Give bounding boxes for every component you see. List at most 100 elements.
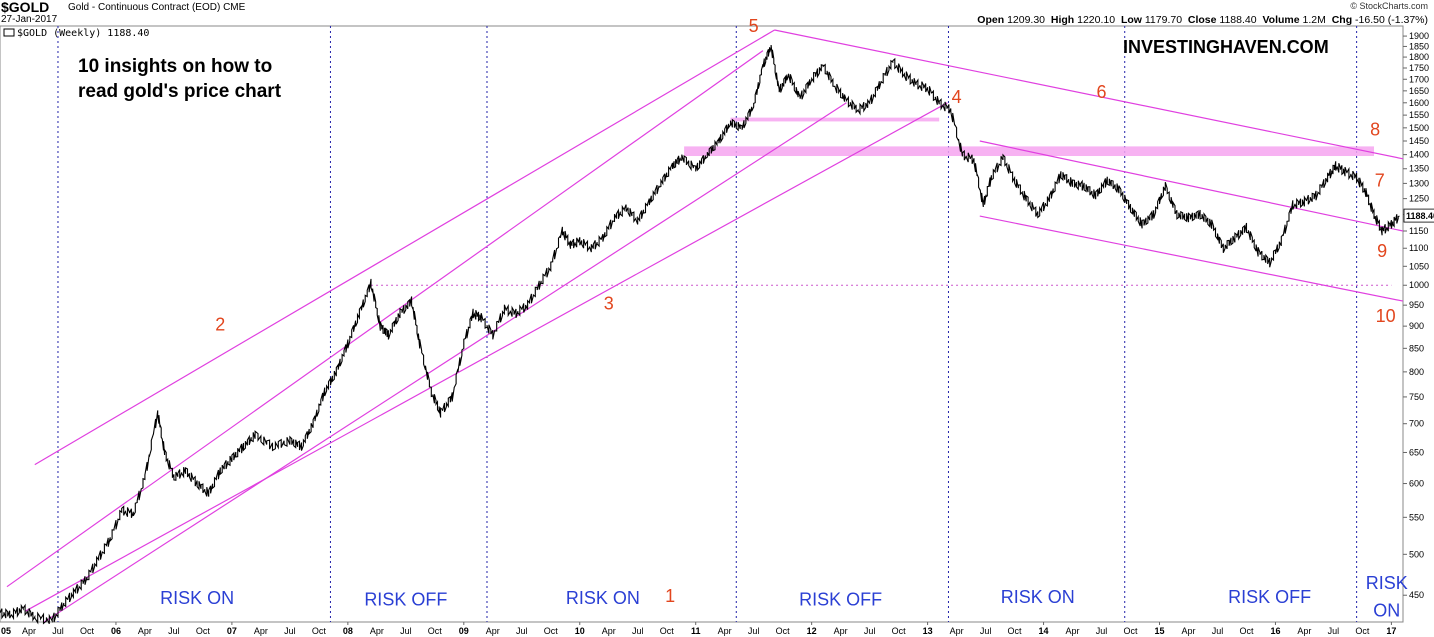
y-tick-label: 1300 <box>1409 178 1429 188</box>
volume-value: 1.2M <box>1302 14 1326 26</box>
y-tick-label: 1850 <box>1409 41 1429 51</box>
chart-date: 27-Jan-2017 <box>1 14 58 25</box>
y-tick-label: 1500 <box>1409 123 1429 133</box>
y-tick-label: 1350 <box>1409 164 1429 174</box>
x-tick-label-month: Apr <box>718 626 732 636</box>
y-tick-label: 850 <box>1409 343 1424 353</box>
annotation-number: 1 <box>665 586 675 606</box>
x-tick-label-year: 08 <box>343 626 353 636</box>
trend-channel-line <box>6 50 764 588</box>
y-tick-label: 1400 <box>1409 150 1429 160</box>
x-tick-label-year: 07 <box>227 626 237 636</box>
last-value-label: 1188.40 <box>1406 211 1434 221</box>
x-tick-label-month: Oct <box>80 626 95 636</box>
y-tick-label: 500 <box>1409 549 1424 559</box>
quote-stats: Open 1209.30 High 1220.10 Low 1179.70 Cl… <box>977 14 1428 26</box>
x-tick-label-year: 06 <box>111 626 121 636</box>
x-tick-label-month: Apr <box>254 626 268 636</box>
x-tick-label-year: 10 <box>575 626 585 636</box>
y-tick-label: 1550 <box>1409 110 1429 120</box>
trend-channel-line <box>34 29 775 466</box>
legend-label: $GOLD (Weekly) 1188.40 <box>17 28 149 39</box>
x-tick-label-month: Apr <box>1297 626 1311 636</box>
y-tick-label: 800 <box>1409 367 1424 377</box>
x-tick-label-month: Apr <box>1181 626 1195 636</box>
regime-label: ON <box>1373 600 1400 620</box>
regime-label: RISK <box>1366 573 1408 593</box>
x-tick-label-month: Oct <box>1124 626 1139 636</box>
y-tick-label: 1450 <box>1409 136 1429 146</box>
regime-label: RISK ON <box>566 588 640 608</box>
x-tick-label-month: Oct <box>1008 626 1023 636</box>
resistance-band <box>730 117 940 122</box>
y-tick-label: 700 <box>1409 419 1424 429</box>
y-tick-label: 1600 <box>1409 98 1429 108</box>
y-tick-label: 450 <box>1409 590 1424 600</box>
y-tick-label: 1800 <box>1409 52 1429 62</box>
annotation-number: 10 <box>1376 306 1396 326</box>
x-tick-label-year: 16 <box>1270 626 1280 636</box>
x-tick-label-year: 17 <box>1386 626 1396 636</box>
close-value: 1188.40 <box>1219 14 1257 26</box>
x-tick-label-month: Oct <box>544 626 559 636</box>
trend-channel-line <box>25 102 948 612</box>
x-tick-label-month: Apr <box>834 626 848 636</box>
annotation-number: 5 <box>749 16 759 36</box>
regime-label: RISK ON <box>160 588 234 608</box>
x-tick-label-month: Apr <box>138 626 152 636</box>
x-tick-label-month: Oct <box>312 626 327 636</box>
annotation-number: 8 <box>1370 120 1380 140</box>
high-label: High <box>1050 14 1075 26</box>
gold-price-series <box>0 44 1400 625</box>
open-label: Open <box>977 14 1005 26</box>
y-tick-label: 550 <box>1409 512 1424 522</box>
x-tick-label-month: Oct <box>776 626 791 636</box>
low-label: Low <box>1120 14 1142 26</box>
y-tick-label: 1750 <box>1409 63 1429 73</box>
trend-channel-line <box>979 140 1404 232</box>
x-tick-label-month: Oct <box>196 626 211 636</box>
x-tick-label-month: Apr <box>602 626 616 636</box>
y-tick-label: 1000 <box>1409 280 1429 290</box>
x-tick-label-month: Jul <box>980 626 992 636</box>
close-label: Close <box>1187 14 1217 26</box>
x-tick-label-month: Apr <box>1066 626 1080 636</box>
annotation-number: 6 <box>1097 82 1107 102</box>
y-tick-label: 650 <box>1409 447 1424 457</box>
x-tick-label-month: Jul <box>400 626 412 636</box>
y-tick-label: 1900 <box>1409 31 1429 41</box>
y-tick-label: 1250 <box>1409 194 1429 204</box>
x-tick-label-month: Jul <box>1212 626 1224 636</box>
x-tick-label-month: Jul <box>748 626 760 636</box>
x-tick-label-month: Jul <box>1328 626 1340 636</box>
x-tick-label-month: Jul <box>516 626 528 636</box>
instrument-title: Gold - Continuous Contract (EOD) <box>68 2 221 13</box>
x-tick-label-month: Jul <box>864 626 876 636</box>
y-tick-label: 1650 <box>1409 86 1429 96</box>
annotation-number: 3 <box>604 293 614 313</box>
y-tick-label: 1150 <box>1409 226 1428 236</box>
x-tick-label-month: Oct <box>892 626 907 636</box>
annotation-number: 7 <box>1375 170 1385 190</box>
y-tick-label: 1700 <box>1409 74 1429 84</box>
symbol: $GOLD <box>1 0 50 15</box>
instrument-name: Gold - Continuous Contract (EOD) CME <box>68 2 245 13</box>
trend-channel-line <box>979 215 1404 302</box>
chart-title-line1: 10 insights on how to <box>78 56 272 77</box>
x-tick-label-month: Jul <box>284 626 296 636</box>
x-tick-label-year: 14 <box>1039 626 1049 636</box>
legend-swatch <box>3 28 15 37</box>
annotation-number: 2 <box>215 314 225 334</box>
y-tick-label: 950 <box>1409 300 1424 310</box>
x-tick-label-month: Oct <box>1239 626 1254 636</box>
x-tick-label-month: Apr <box>22 626 36 636</box>
trend-channel-line <box>43 102 847 623</box>
y-tick-label: 600 <box>1409 479 1424 489</box>
chart-title-line2: read gold's price chart <box>78 81 282 102</box>
volume-label: Volume <box>1262 14 1300 26</box>
chg-label: Chg <box>1331 14 1353 26</box>
plot-area <box>0 25 1404 623</box>
x-tick-label-month: Apr <box>950 626 964 636</box>
x-tick-label-year: 09 <box>459 626 469 636</box>
chg-value: -16.50 (-1.37%) <box>1355 14 1428 26</box>
